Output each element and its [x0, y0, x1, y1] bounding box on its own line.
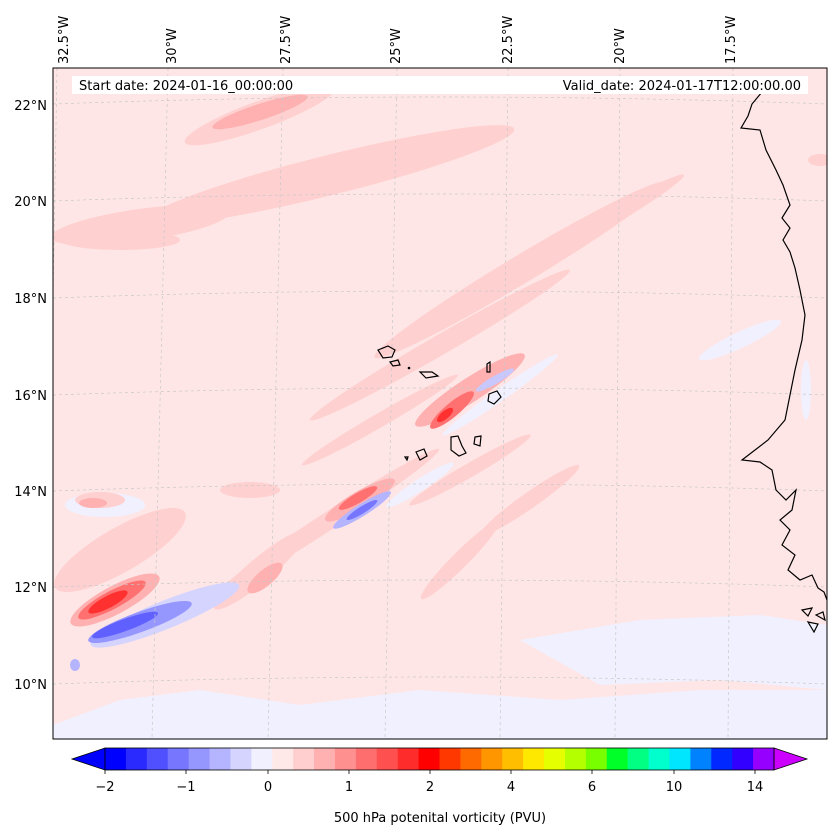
- island-boa-vista: [487, 390, 502, 405]
- colorbar-cell: [188, 748, 210, 770]
- colorbar-tick-label: 14: [747, 780, 764, 795]
- colorbar-over-triangle: [773, 747, 809, 771]
- colorbar-cell: [251, 748, 273, 770]
- island-sao-nicolau: [418, 371, 440, 379]
- lat-label: 16°N: [14, 389, 47, 404]
- colorbar-frame: [104, 747, 775, 771]
- colorbar-tick-label: 10: [666, 780, 683, 795]
- colorbar-cell: [397, 748, 419, 770]
- africa-coastline: [740, 81, 827, 601]
- start-date-label: Start date: 2024-01-16_00:00:00: [79, 79, 293, 94]
- lon-label: 22.5°W: [501, 16, 516, 64]
- colorbar-ticks: [104, 770, 756, 774]
- colorbar-cell: [544, 748, 566, 770]
- lon-label: 30°W: [165, 28, 180, 64]
- colorbar-cell: [355, 748, 378, 770]
- moderate-pv-cores: [70, 94, 525, 627]
- colorbar-cell: [105, 748, 127, 770]
- colorbar-cell: [711, 748, 733, 770]
- lat-label: 18°N: [14, 292, 47, 307]
- colorbar-cell: [481, 748, 503, 770]
- colorbar-cell: [376, 748, 399, 770]
- coastline: [377, 81, 827, 634]
- colorbar-tick-label: 0: [264, 780, 272, 795]
- map-frame: [52, 67, 828, 740]
- colorbar-cell: [314, 748, 336, 770]
- colorbar-cell: [439, 748, 461, 770]
- colorbar-tick-label: 6: [588, 780, 596, 795]
- island-santa-luzia: [407, 366, 411, 370]
- negative-pv-patches: [53, 319, 827, 739]
- colorbar-cell: [606, 748, 629, 770]
- island-maio: [473, 435, 482, 447]
- colorbar-cell: [167, 748, 190, 770]
- lat-label: 10°N: [14, 678, 47, 693]
- colorbar-cell: [523, 748, 545, 770]
- colorbar-cell: [293, 748, 315, 770]
- colorbar-cell: [648, 748, 670, 770]
- colorbar-tick-label: −1: [176, 780, 195, 795]
- island-sal: [486, 360, 491, 373]
- lon-label: 17.5°W: [724, 16, 739, 64]
- colorbar-cell: [753, 748, 775, 770]
- colorbar-cells: [105, 748, 775, 770]
- lat-label: 14°N: [14, 485, 47, 500]
- colorbar-label: 500 hPa potenital vorticity (PVU): [334, 811, 546, 826]
- island-sao-vicente: [388, 359, 401, 367]
- colorbar-cell: [502, 748, 524, 770]
- colorbar-cell: [669, 748, 691, 770]
- colorbar-tick-label: 2: [426, 780, 434, 795]
- colorbar-tick-label: 1: [345, 780, 353, 795]
- island-santo-antao: [377, 345, 396, 359]
- island-santiago: [450, 435, 467, 457]
- longitude-labels: 32.5°W 30°W 27.5°W 25°W 22.5°W 20°W 17.5…: [57, 16, 739, 64]
- lat-label: 22°N: [14, 99, 47, 114]
- colorbar-cell: [690, 748, 712, 770]
- colorbar-cell: [209, 748, 231, 770]
- colorbar-cell: [146, 748, 169, 770]
- lon-label: 20°W: [613, 28, 628, 64]
- colorbar-under-triangle: [70, 747, 106, 771]
- colorbar-cell: [627, 748, 649, 770]
- colorbar-cell: [585, 748, 608, 770]
- bijagos-islands: [800, 607, 826, 634]
- island-fogo: [415, 448, 428, 461]
- colorbar-cell: [334, 748, 357, 770]
- colorbar: −2 −1 0 1 2 4 6 10 14 500 hPa potenital …: [70, 747, 809, 826]
- colorbar-cell: [272, 748, 294, 770]
- colorbar-tick-label: 4: [507, 780, 515, 795]
- colorbar-cell: [418, 748, 440, 770]
- colorbar-tick-label: −2: [95, 780, 114, 795]
- lon-label: 27.5°W: [279, 16, 294, 64]
- valid-date-label: Valid_date: 2024-01-17T12:00:00.00: [563, 79, 801, 94]
- lat-label: 12°N: [14, 581, 47, 596]
- colorbar-cell: [460, 748, 482, 770]
- colorbar-cell: [230, 748, 252, 770]
- peak-pv-cores: [88, 407, 454, 614]
- lon-label: 25°W: [389, 28, 404, 64]
- colorbar-tick-labels: −2 −1 0 1 2 4 6 10 14: [95, 780, 763, 795]
- valid-date-box: [540, 76, 808, 94]
- latitude-labels: 22°N 20°N 18°N 16°N 14°N 12°N 10°N: [14, 99, 47, 693]
- map-panel: Start date: 2024-01-16_00:00:00 Valid_da…: [53, 68, 827, 739]
- start-date-box: [72, 76, 540, 94]
- colorbar-cell: [564, 748, 587, 770]
- colorbar-cell: [732, 748, 754, 770]
- lat-label: 20°N: [14, 195, 47, 210]
- lon-label: 32.5°W: [57, 16, 72, 64]
- graticule: [53, 68, 827, 739]
- colorbar-cell: [125, 748, 148, 770]
- island-brava: [403, 456, 409, 462]
